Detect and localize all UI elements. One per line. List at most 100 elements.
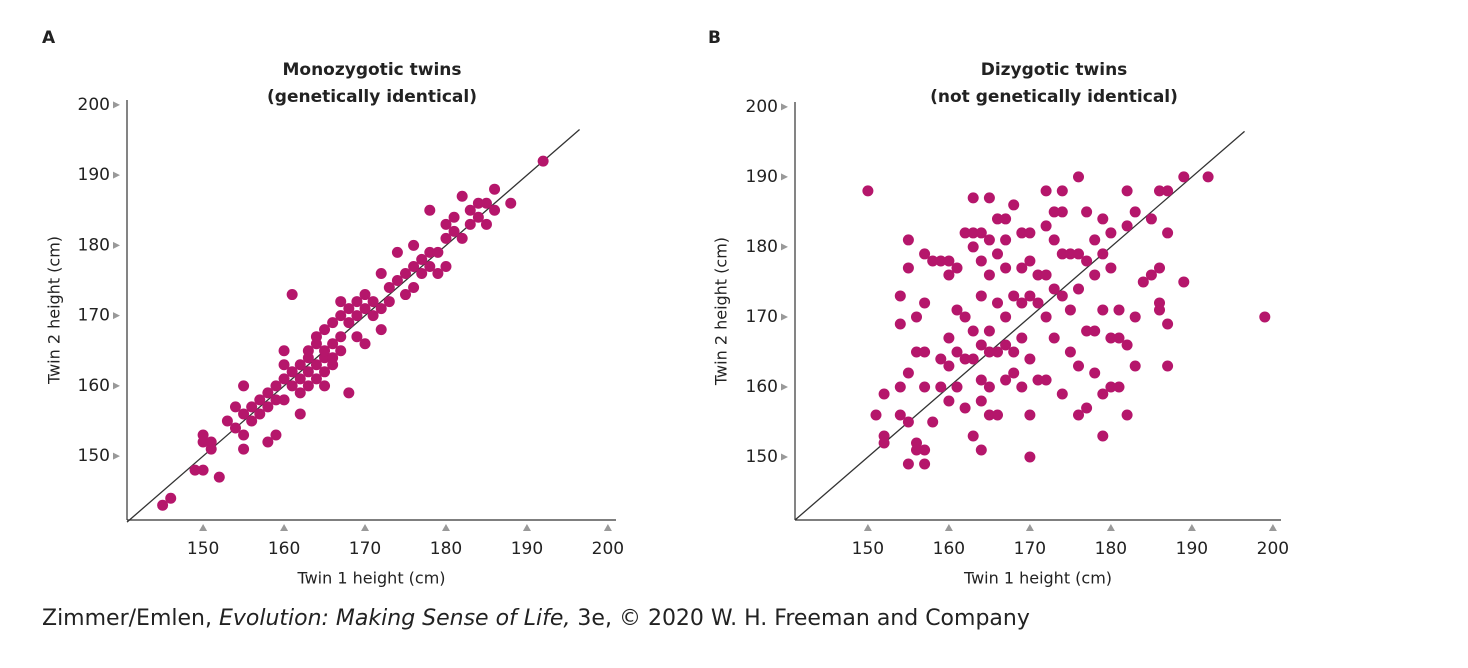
- point: [1032, 297, 1044, 309]
- point: [1097, 304, 1109, 316]
- point: [375, 267, 387, 279]
- point: [911, 311, 922, 323]
- point: [537, 155, 549, 167]
- point: [1040, 269, 1052, 281]
- point: [1016, 297, 1028, 309]
- chart-title: Monozygotic twins: [282, 60, 461, 80]
- point: [480, 218, 492, 230]
- point: [489, 183, 501, 195]
- point: [1024, 227, 1036, 239]
- point: [1089, 234, 1101, 246]
- x-tick: [944, 524, 953, 531]
- x-tick-label: 170: [1014, 539, 1046, 559]
- point: [967, 241, 979, 253]
- point: [1064, 248, 1076, 260]
- point: [1024, 255, 1036, 267]
- point: [1048, 206, 1060, 218]
- y-tick: [113, 241, 120, 249]
- x-tick: [863, 524, 872, 531]
- point: [1162, 318, 1174, 330]
- point: [1162, 185, 1174, 197]
- point: [983, 269, 995, 281]
- point: [408, 260, 420, 272]
- point: [351, 310, 363, 322]
- point: [1105, 381, 1117, 393]
- point: [319, 366, 331, 378]
- point: [335, 345, 347, 357]
- point: [1145, 213, 1157, 225]
- y-tick-label: 170: [746, 307, 778, 327]
- point: [432, 246, 444, 258]
- point: [1081, 325, 1093, 337]
- x-tick: [1187, 524, 1196, 531]
- point: [416, 253, 428, 265]
- point: [416, 267, 428, 279]
- point: [335, 310, 347, 322]
- point: [351, 331, 363, 343]
- point: [1121, 339, 1133, 351]
- point: [878, 388, 890, 400]
- x-tick-label: 160: [268, 539, 300, 559]
- point: [1097, 388, 1109, 400]
- point: [1016, 262, 1028, 274]
- point: [254, 408, 266, 420]
- point: [911, 444, 922, 456]
- x-tick-label: 150: [187, 539, 219, 559]
- point: [1073, 171, 1084, 183]
- point: [1129, 360, 1141, 372]
- point: [1121, 220, 1133, 232]
- point: [967, 227, 979, 239]
- point: [424, 260, 436, 272]
- x-tick-label: 170: [349, 539, 381, 559]
- caption: Zimmer/Emlen, Evolution: Making Sense of…: [42, 606, 1030, 631]
- point: [1202, 171, 1214, 183]
- point: [302, 345, 314, 357]
- point: [975, 339, 987, 351]
- point: [424, 246, 436, 258]
- point: [983, 234, 995, 246]
- y-tick-label: 170: [78, 306, 110, 326]
- point: [367, 296, 379, 308]
- reference-line: [794, 130, 1245, 521]
- point: [270, 429, 282, 441]
- point: [1259, 311, 1271, 323]
- point: [1040, 185, 1052, 197]
- point: [205, 443, 217, 455]
- point: [1040, 311, 1052, 323]
- point: [1089, 325, 1101, 337]
- point: [1073, 409, 1084, 421]
- point: [975, 374, 987, 386]
- point: [894, 290, 906, 302]
- x-axis-label: Twin 1 height (cm): [963, 569, 1112, 588]
- point: [165, 492, 177, 504]
- point: [1048, 234, 1060, 246]
- point: [1008, 199, 1020, 211]
- y-tick: [113, 171, 120, 179]
- point: [902, 262, 914, 274]
- point: [943, 332, 955, 344]
- point: [189, 464, 201, 476]
- point: [440, 218, 452, 230]
- x-tick-label: 190: [1176, 539, 1208, 559]
- y-tick: [781, 313, 788, 321]
- point: [294, 387, 306, 399]
- point: [902, 416, 914, 428]
- point: [238, 443, 250, 455]
- point: [951, 262, 963, 274]
- point: [440, 260, 452, 272]
- point: [992, 248, 1003, 260]
- point: [246, 415, 258, 427]
- point: [1073, 283, 1084, 295]
- point: [319, 380, 331, 392]
- x-axis-label: Twin 1 height (cm): [296, 569, 445, 588]
- point: [1048, 332, 1060, 344]
- point: [1073, 360, 1084, 372]
- point: [862, 185, 874, 197]
- caption-prefix: Zimmer/Emlen,: [42, 606, 219, 631]
- point: [262, 387, 274, 399]
- point: [1008, 346, 1020, 358]
- point: [359, 303, 371, 315]
- point: [351, 296, 363, 308]
- point: [221, 415, 233, 427]
